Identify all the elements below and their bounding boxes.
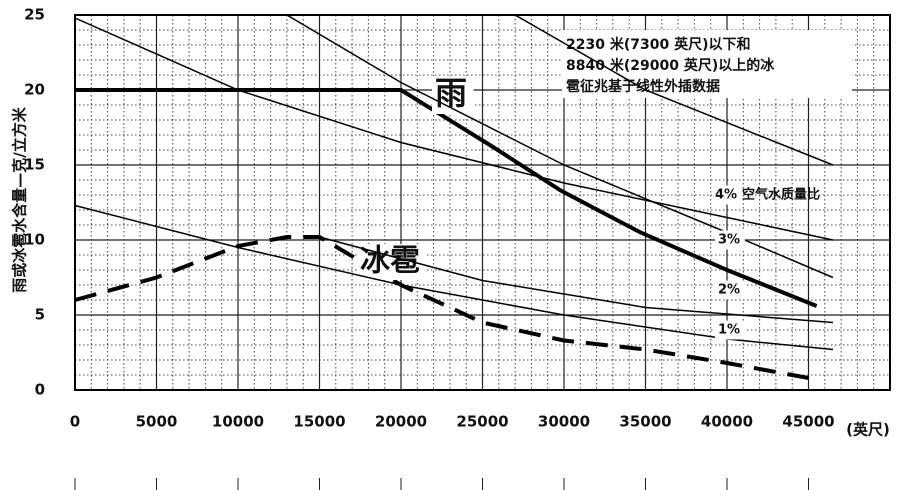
- series-line: [75, 88, 818, 308]
- series-line: [319, 236, 834, 324]
- series-label: 2%: [718, 283, 740, 298]
- x-unit: (英尺): [846, 421, 890, 439]
- x-tick-label: 10000: [212, 413, 264, 431]
- y-tick-label: 25: [24, 6, 45, 24]
- y-tick-label: 20: [24, 81, 45, 99]
- label-bg: [715, 230, 745, 250]
- label-bg: [715, 320, 745, 340]
- label-bg: [715, 280, 745, 300]
- x-tick-label: 15000: [293, 413, 345, 431]
- label-bg: [432, 76, 474, 114]
- x-tick-label: 0: [70, 413, 80, 431]
- annotation: 8840 米(29000 英尺)以上的冰: [566, 57, 775, 74]
- x-tick-label: 25000: [456, 413, 508, 431]
- annotation-box: [562, 30, 852, 98]
- x-tick-label: 20000: [375, 413, 427, 431]
- series-label: 3%: [718, 233, 740, 248]
- annotation: 2230 米(7300 英尺)以下和: [566, 36, 750, 53]
- y-tick-label: 0: [35, 381, 45, 399]
- series-label: 1%: [718, 323, 740, 338]
- x-tick-label: 5000: [136, 413, 178, 431]
- series-line: [514, 14, 834, 166]
- ratio-label: 空气水质量比: [742, 187, 820, 203]
- series-line: [286, 14, 834, 279]
- x-tick-label: 35000: [619, 413, 671, 431]
- label-bg: [712, 185, 742, 205]
- series-label: 4%: [715, 188, 737, 203]
- y-tick-label: 5: [35, 306, 45, 324]
- series-label: 雨: [435, 74, 467, 112]
- series-line: [74, 204, 834, 351]
- plot-frame: [74, 14, 891, 391]
- x-tick-label: 45000: [782, 413, 834, 431]
- y-tick-label: 15: [24, 156, 45, 174]
- y-axis-label: 雨或冰雹水含量—克/立方米: [11, 106, 29, 292]
- series-line: [74, 17, 834, 241]
- annotation: 雹征兆基于线性外插数据: [566, 78, 720, 95]
- x-tick-label: 40000: [701, 413, 753, 431]
- y-tick-label: 10: [24, 231, 45, 249]
- x-tick-label: 30000: [538, 413, 590, 431]
